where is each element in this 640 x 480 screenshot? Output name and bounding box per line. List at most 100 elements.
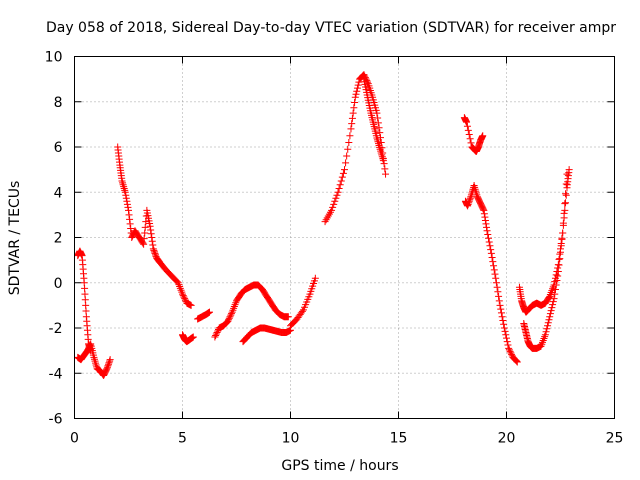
data-point	[554, 264, 562, 272]
data-point	[349, 109, 357, 117]
data-point	[494, 288, 502, 296]
data-point	[189, 333, 197, 341]
data-point	[480, 210, 488, 218]
data-point	[125, 211, 133, 219]
data-point	[187, 301, 195, 309]
data-point	[463, 118, 471, 126]
data-point	[120, 184, 128, 192]
data-point	[104, 362, 112, 370]
y-tick-label: -2	[49, 321, 63, 337]
data-point	[127, 224, 135, 232]
data-point	[227, 310, 235, 318]
data-point	[337, 177, 345, 185]
data-point	[557, 248, 564, 256]
data-point	[513, 358, 521, 366]
x-tick-label: 20	[498, 431, 516, 447]
data-point	[513, 357, 521, 365]
data-point	[492, 274, 500, 282]
data-point	[90, 355, 98, 363]
data-point	[550, 295, 558, 303]
data-point	[483, 223, 491, 231]
data-point	[121, 188, 129, 196]
data-point	[482, 220, 490, 228]
data-point	[555, 261, 563, 269]
data-point	[119, 179, 127, 187]
data-point	[375, 124, 383, 132]
data-point	[490, 262, 498, 270]
data-point	[331, 197, 339, 205]
x-tick-label: 5	[178, 431, 187, 447]
data-point	[548, 304, 556, 312]
data-point	[562, 190, 570, 198]
data-point	[503, 338, 511, 346]
data-point	[495, 292, 503, 300]
data-point	[91, 357, 99, 365]
data-point	[339, 169, 347, 177]
data-point	[298, 307, 306, 315]
data-point	[342, 159, 350, 167]
x-tick-label: 10	[282, 431, 300, 447]
data-point	[543, 325, 551, 333]
data-point	[376, 129, 384, 137]
y-tick-label: -6	[49, 412, 63, 428]
data-point	[544, 322, 552, 330]
data-point	[225, 314, 233, 322]
data-point	[464, 200, 472, 208]
data-point	[105, 360, 113, 368]
data-point	[490, 266, 498, 274]
data-point	[378, 153, 386, 161]
data-point	[492, 279, 500, 287]
data-point	[479, 205, 487, 213]
data-point	[354, 81, 362, 89]
data-point	[463, 122, 471, 130]
data-point	[211, 333, 219, 341]
data-point	[547, 307, 555, 315]
data-point	[311, 274, 319, 282]
data-point	[140, 235, 148, 243]
data-point	[470, 181, 478, 189]
data-point	[551, 290, 559, 298]
data-point	[206, 308, 213, 316]
data-point	[379, 155, 387, 163]
data-point	[92, 359, 100, 367]
data-point	[123, 200, 131, 208]
data-point	[140, 240, 148, 248]
data-point	[173, 278, 181, 286]
data-point	[379, 157, 387, 165]
data-point	[495, 297, 503, 305]
y-tick-label: 4	[54, 185, 63, 201]
data-point	[489, 258, 497, 266]
data-point	[150, 246, 158, 254]
data-point	[499, 316, 507, 324]
data-point	[465, 131, 473, 139]
data-point	[467, 193, 475, 201]
data-point	[559, 221, 567, 229]
data-point	[556, 255, 564, 263]
data-point	[381, 165, 389, 173]
data-point	[378, 151, 386, 159]
data-point	[487, 246, 495, 254]
plot-frame	[74, 56, 615, 419]
data-point	[467, 139, 475, 147]
data-point	[374, 119, 382, 127]
data-point	[335, 184, 343, 192]
data-point	[465, 197, 473, 205]
data-point	[507, 349, 515, 357]
data-point	[559, 229, 567, 237]
data-point	[347, 125, 355, 133]
data-point	[553, 276, 561, 284]
data-point	[464, 202, 472, 210]
data-point	[466, 194, 474, 202]
data-point	[541, 331, 549, 339]
data-point	[149, 245, 157, 253]
data-point	[560, 214, 568, 222]
x-tick-label: 25	[606, 431, 624, 447]
data-point	[345, 138, 353, 146]
data-point	[106, 357, 114, 365]
data-point	[330, 200, 338, 208]
x-axis-label: GPS time / hours	[281, 458, 398, 474]
data-point	[544, 319, 552, 327]
data-point	[147, 226, 155, 234]
data-point	[483, 227, 491, 235]
